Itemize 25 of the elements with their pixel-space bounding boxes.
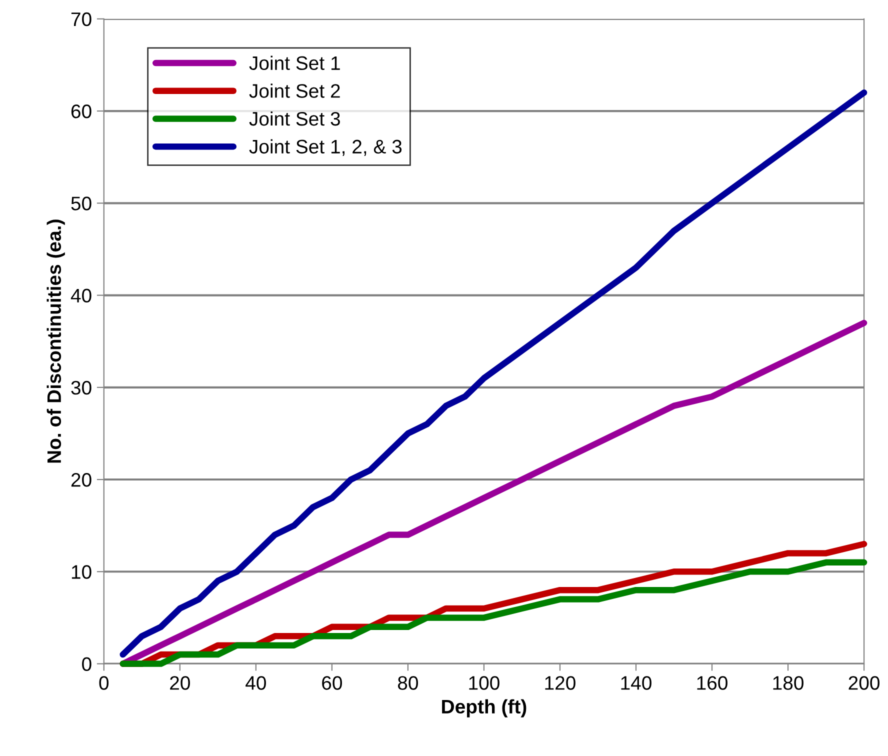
x-tick-label: 120 (545, 676, 576, 690)
y-tick-label: 70 (71, 12, 92, 26)
y-tick-label: 50 (71, 196, 92, 210)
x-tick-label: 60 (322, 676, 342, 690)
y-tick-label: 10 (72, 565, 92, 579)
legend-label: Joint Set 2 (249, 84, 340, 98)
x-tick-label: 40 (246, 676, 266, 690)
x-tick-label: 200 (848, 676, 880, 690)
x-tick-label: 160 (697, 676, 728, 690)
legend-label: Joint Set 3 (249, 111, 340, 126)
y-tick-label: 40 (70, 288, 92, 303)
legend-label: Joint Set 1, 2, & 3 (249, 139, 402, 156)
x-tick-label: 140 (621, 676, 652, 690)
y-axis-title: No. of Discontinuities (ea.) (46, 220, 65, 463)
x-tick-label: 180 (773, 676, 804, 690)
y-tick-label: 60 (71, 104, 92, 118)
y-tick-label: 0 (82, 657, 92, 672)
y-tick-label: 20 (71, 472, 92, 487)
x-tick-label: 0 (99, 676, 109, 690)
x-tick-label: 80 (398, 676, 418, 690)
x-axis-title: Depth (ft) (442, 699, 526, 718)
legend-label: Joint Set 1 (249, 56, 340, 70)
y-tick-label: 30 (71, 380, 92, 395)
x-tick-label: 100 (469, 676, 500, 690)
x-tick-label: 20 (170, 676, 190, 690)
